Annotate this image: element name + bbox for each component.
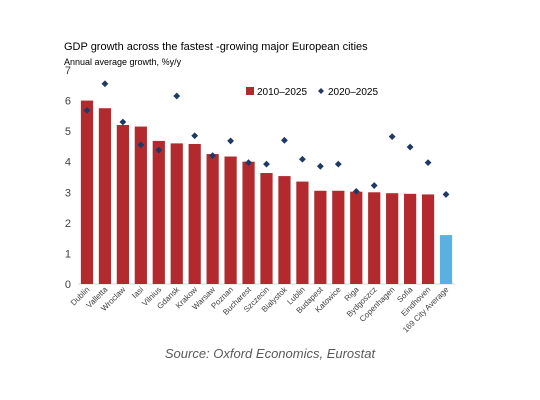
chart-svg: GDP growth across the fastest -growing m… (64, 41, 455, 334)
bar (404, 193, 417, 284)
marker-point (424, 159, 432, 167)
marker-point (352, 187, 360, 195)
marker-point (406, 143, 414, 151)
chart-title: GDP growth across the fastest -growing m… (64, 41, 368, 53)
chart-card: GDP growth across the fastest -growing m… (58, 30, 476, 340)
source-note: Source: Oxford Economics, Eurostat (164, 346, 376, 361)
bar (98, 108, 112, 284)
bar (116, 125, 129, 285)
marker-point (83, 106, 91, 114)
bar (368, 192, 381, 284)
marker-point (334, 160, 342, 168)
bar (152, 140, 165, 284)
marker-point (245, 159, 252, 167)
bar (350, 191, 363, 284)
bar (439, 235, 453, 284)
y-tick-label: 0 (65, 279, 71, 291)
legend-label-bar: 2010–2025 (257, 87, 307, 98)
y-tick-label: 4 (65, 157, 71, 169)
y-tick-label: 5 (65, 126, 71, 138)
marker-point (101, 80, 109, 88)
bar (296, 181, 309, 284)
y-tick-label: 1 (65, 248, 71, 260)
marker-point (263, 160, 270, 168)
bar (188, 143, 201, 284)
y-tick-label: 2 (65, 218, 71, 230)
bar (134, 126, 147, 284)
bar (260, 173, 273, 284)
bar (332, 190, 345, 284)
bar (421, 194, 435, 284)
marker-point (388, 133, 396, 141)
y-tick-label: 3 (65, 187, 71, 199)
bar (80, 100, 94, 284)
marker-point (281, 136, 288, 144)
marker-point (137, 141, 145, 149)
bar (206, 154, 219, 284)
bar (170, 143, 183, 284)
marker-point (155, 146, 163, 154)
marker-point (370, 182, 378, 189)
y-tick-label: 6 (65, 96, 71, 108)
marker-point (119, 118, 127, 126)
chart-subtitle: Annual average growth, %y/y (64, 57, 182, 67)
bar (242, 161, 255, 284)
marker-point (227, 137, 234, 145)
bar (224, 156, 237, 284)
marker-point (316, 162, 324, 170)
legend-label-marker: 2020–2025 (328, 87, 378, 98)
marker-point (173, 92, 181, 100)
marker-point (442, 191, 450, 198)
marker-point (191, 132, 199, 140)
marker-point (209, 152, 217, 159)
bar (386, 193, 399, 284)
bar (278, 176, 291, 284)
legend-swatch-marker (318, 88, 324, 94)
y-tick-label: 7 (65, 65, 71, 77)
bar (314, 190, 327, 284)
marker-point (299, 155, 306, 163)
legend-swatch-bar (246, 87, 254, 95)
